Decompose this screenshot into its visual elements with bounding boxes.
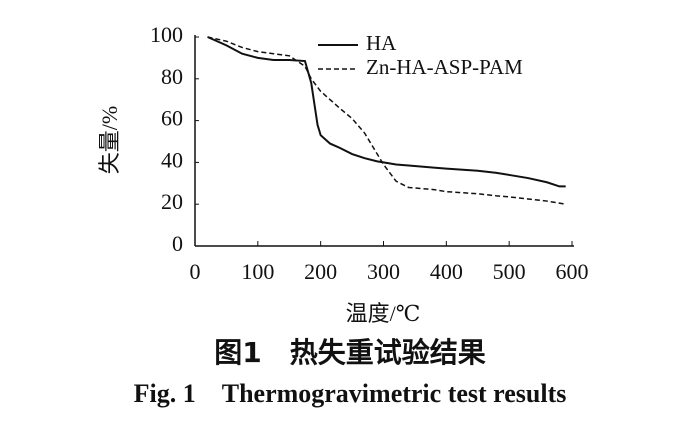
x-tick-label: 100 — [241, 259, 274, 284]
x-tick-label: 0 — [190, 259, 201, 284]
y-tick-label: 40 — [161, 147, 183, 172]
y-axis-label: 失量/% — [97, 106, 122, 174]
y-tick-label: 100 — [150, 22, 183, 47]
x-tick-label: 500 — [493, 259, 526, 284]
caption-cn: 图1 热失重试验结果 — [214, 336, 485, 369]
caption-en: Fig. 1 Thermogravimetric test results — [134, 379, 567, 408]
x-tick-label: 400 — [430, 259, 463, 284]
x-axis-label: 温度/℃ — [346, 301, 421, 326]
y-tick-label: 60 — [161, 106, 183, 131]
x-tick-label: 300 — [367, 259, 400, 284]
x-tick-label: 600 — [556, 259, 589, 284]
legend-label: Zn-HA-ASP-PAM — [366, 55, 523, 79]
x-tick-label: 200 — [304, 259, 337, 284]
legend-label: HA — [366, 31, 397, 55]
data-line — [207, 36, 566, 188]
data-line — [207, 36, 566, 205]
y-tick-label: 20 — [161, 189, 183, 214]
y-tick-label: 80 — [161, 64, 183, 89]
y-tick-label: 0 — [172, 231, 183, 256]
